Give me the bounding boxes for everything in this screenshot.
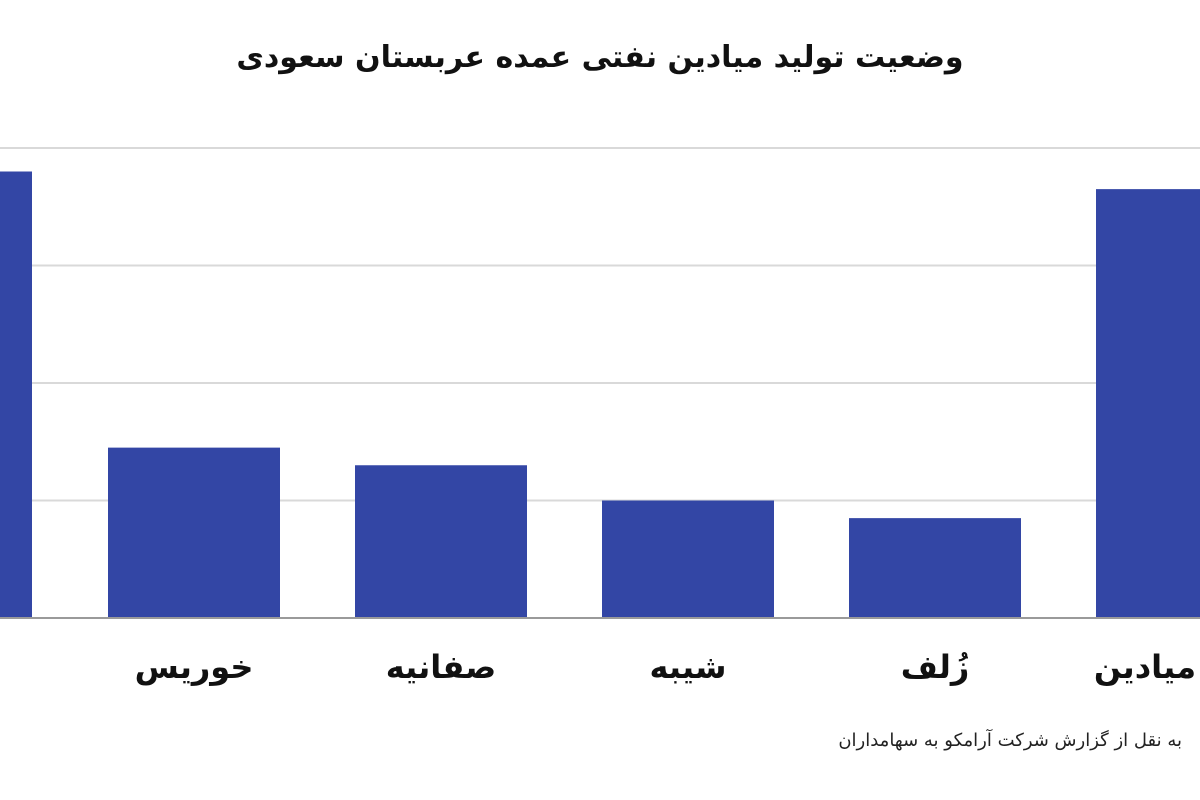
bar (355, 465, 527, 618)
bar (849, 518, 1021, 618)
category-label: صفانیه (386, 648, 496, 686)
bar (602, 500, 774, 618)
bar (0, 171, 32, 618)
bars (0, 171, 1200, 618)
category-label: میادین (1094, 648, 1196, 686)
category-labels: خوریس صفانیه شیبه زُلف میادین (135, 648, 1196, 686)
category-label: شیبه (650, 648, 727, 686)
bar (1096, 189, 1200, 618)
category-label: خوریس (135, 648, 254, 686)
source-note: به نقل از گزارش شرکت آرامکو به سهامداران (838, 730, 1182, 751)
bar (108, 447, 280, 618)
chart-title: وضعیت تولید میادین نفتی عمده عربستان سعو… (236, 40, 964, 75)
category-label: زُلف (901, 648, 970, 686)
